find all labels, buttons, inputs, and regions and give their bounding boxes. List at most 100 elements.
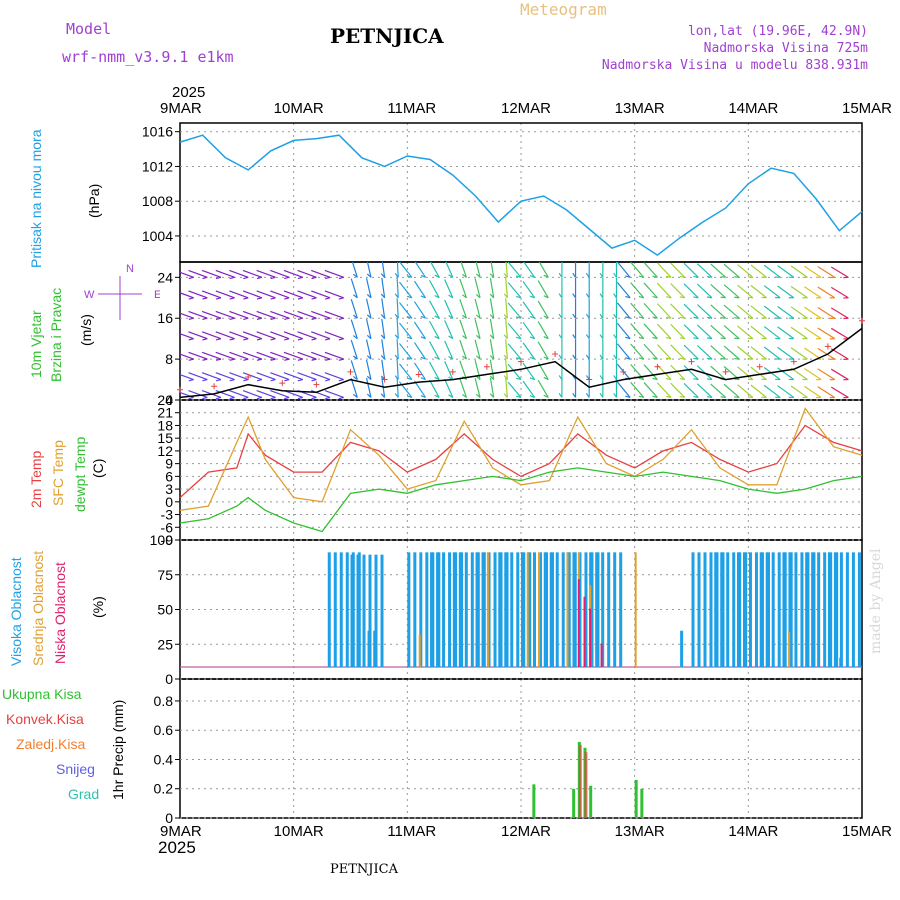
wind-arrow-head (734, 317, 740, 319)
temp-tick-label: 6 (165, 468, 173, 484)
bottom-date-label: 11MAR (387, 823, 437, 840)
wind-arrow-head (215, 358, 222, 361)
wind-arrow (474, 278, 481, 298)
wind-arrow (616, 322, 631, 340)
top-date-label: 13MAR (614, 100, 665, 117)
cloud-bar (436, 552, 440, 667)
wind-arrow (297, 290, 317, 299)
wind-arrow (670, 303, 686, 319)
wind-arrow (324, 372, 344, 381)
wind-arrow (381, 359, 386, 380)
wind-arrow-head (202, 338, 208, 341)
wind-arrow-head (420, 336, 426, 340)
wind-barbs (180, 262, 849, 400)
wind-arrow-head (380, 334, 386, 340)
wind-arrow-head (297, 317, 303, 321)
temp-tick-label: 18 (157, 417, 173, 433)
wind-gust-marker (415, 371, 422, 378)
wind-arrow (365, 359, 372, 380)
wind-arrow-head (311, 317, 317, 321)
wind-arrow (737, 345, 754, 360)
footer-station: PETNJICA (330, 862, 398, 877)
wind-arrow (324, 331, 344, 340)
wind-arrow (324, 310, 344, 319)
wind-arrow (737, 384, 754, 398)
wind-arrow-head (475, 294, 481, 299)
wind-arrow-head (529, 295, 535, 299)
wind-arrow-head (284, 396, 290, 400)
wind-arrow-head (706, 378, 713, 381)
wind-arrow (522, 362, 536, 380)
wind-arrow-head (338, 297, 344, 300)
wind-arrow-head (366, 355, 372, 360)
wind-arrow-head (503, 273, 508, 278)
wind-arrow-head (706, 396, 713, 399)
wind-arrow-head (270, 358, 276, 361)
temp-line-0 (179, 424, 863, 499)
cloud-bar (452, 552, 456, 667)
panel-frame (179, 678, 863, 819)
wind-arrow-head (215, 396, 222, 400)
wind-arrow (670, 344, 686, 360)
wind-arrow (507, 262, 522, 278)
wind-arrow-head (613, 272, 617, 278)
wind-arrow-head (270, 338, 276, 341)
wind-arrow-head (380, 273, 386, 278)
wind-arrow-head (585, 334, 590, 340)
wind-arrow-head (585, 392, 590, 398)
wind-arrow (283, 269, 303, 278)
wind-arrow-head (516, 316, 522, 319)
wind-arrow-head (406, 336, 413, 340)
wind-arrow (522, 301, 536, 319)
cloud-bar (805, 552, 809, 667)
wind-arrow (297, 331, 317, 340)
cloud-bar (572, 552, 576, 667)
wind-arrow-head (243, 358, 249, 361)
wind-arrow (297, 310, 317, 319)
cloud-bar (367, 630, 371, 667)
legend-rain: Ukupna Kisa (2, 686, 82, 702)
wind-arrow-head (475, 393, 481, 398)
wind-arrow-head (325, 297, 331, 300)
wind-arrow (710, 324, 727, 340)
cloud-bar (788, 552, 792, 667)
wind-gust-marker (722, 368, 729, 375)
cloud-bar (811, 552, 815, 667)
wind-arrow (804, 306, 822, 319)
precip-bar (578, 744, 582, 818)
wind-arrow (242, 390, 263, 399)
cloud-bar (373, 630, 377, 667)
wind-arrow-head (420, 377, 426, 381)
wind-arrow (696, 263, 713, 278)
wind-arrow-head (516, 357, 522, 360)
temp-tick-label: 0 (165, 494, 173, 510)
wind-arrow (489, 318, 495, 339)
wind-arrow (381, 298, 386, 319)
wind-arrow (737, 366, 754, 381)
cloud-tick-label: 100 (150, 532, 174, 548)
wind-arrow-head (394, 334, 399, 340)
wind-arrow (670, 283, 686, 299)
wind-arrow (188, 351, 208, 360)
wind-arrow (723, 304, 740, 319)
wind-arrow-head (666, 337, 672, 340)
wind-arrow-head (380, 293, 386, 299)
wind-arrow (489, 377, 495, 398)
wind-arrow-head (270, 297, 276, 300)
precip-bar (640, 788, 644, 818)
wind-arrow-head (529, 377, 535, 381)
wind-arrow (790, 306, 808, 319)
wind-arrow (428, 320, 440, 339)
wind-arrow (428, 341, 440, 360)
wind-arrow-head (353, 376, 358, 381)
bottom-date-label: 12MAR (501, 823, 552, 840)
wind-arrow (297, 351, 317, 360)
wind-arrow (616, 381, 631, 398)
wind-arrow-head (202, 276, 208, 280)
wind-arrow (229, 310, 249, 319)
wind-arrow-head (243, 317, 249, 321)
wind-arrow (523, 262, 536, 278)
wind-arrow (737, 305, 754, 319)
wind-arrow (188, 269, 208, 278)
wind-arrow (777, 265, 795, 278)
